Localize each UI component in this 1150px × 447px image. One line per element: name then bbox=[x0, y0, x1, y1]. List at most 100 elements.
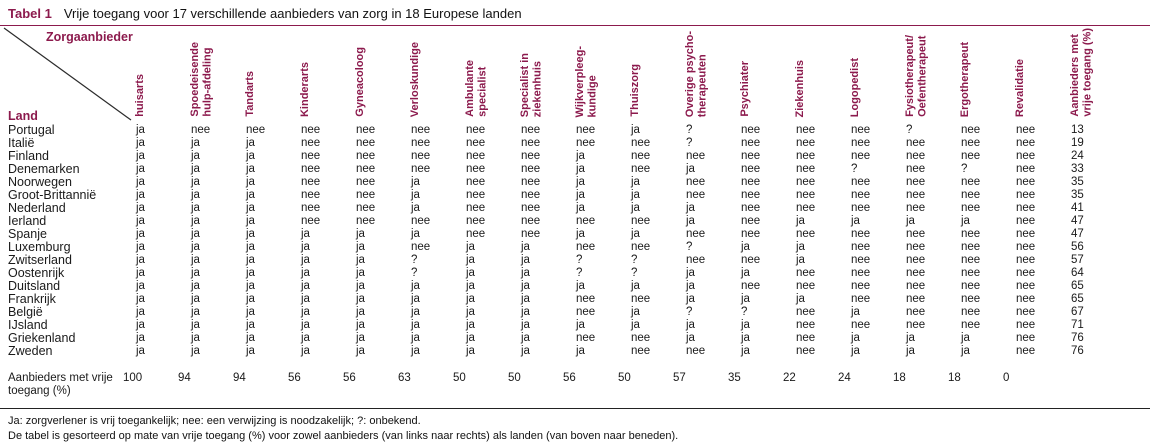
access-cell: nee bbox=[631, 215, 651, 227]
access-cell: ja bbox=[246, 176, 255, 188]
access-cell: nee bbox=[466, 202, 486, 214]
summary-cell: 22 bbox=[783, 372, 847, 398]
access-cell: ja bbox=[576, 345, 585, 357]
access-cell: ja bbox=[521, 280, 530, 292]
access-cell: nee bbox=[1016, 150, 1036, 162]
access-cell: nee bbox=[1016, 332, 1036, 344]
access-cell: ja bbox=[521, 306, 530, 318]
access-cell: ja bbox=[466, 345, 475, 357]
col-header-11: Overige psycho- therapeuten bbox=[682, 26, 737, 124]
diagonal-line-icon bbox=[3, 27, 132, 121]
country-name: Noorwegen bbox=[8, 175, 72, 189]
access-cell: ja bbox=[686, 293, 695, 305]
pct-cell: 65 bbox=[1071, 280, 1084, 292]
access-cell: nee bbox=[741, 150, 761, 162]
col-header-label: Aanbieders met vrije toegang (%) bbox=[1069, 28, 1094, 117]
access-cell: ja bbox=[136, 254, 145, 266]
access-cell: nee bbox=[466, 150, 486, 162]
col-header-label: Ambulante specialist bbox=[464, 60, 489, 117]
pct-cell: 65 bbox=[1071, 293, 1084, 305]
access-cell: ja bbox=[411, 306, 420, 318]
col-header-14: Logopedist bbox=[847, 26, 902, 124]
country-name: Zwitserland bbox=[8, 253, 72, 267]
col-header-7: Ambulante specialist bbox=[462, 26, 517, 124]
access-cell: nee bbox=[796, 345, 816, 357]
access-cell: nee bbox=[686, 254, 706, 266]
access-cell: ja bbox=[246, 189, 255, 201]
col-header-16: Ergotherapeut bbox=[957, 26, 1012, 124]
summary-row: Aanbieders met vrije toegang (%) 100 94 94 5… bbox=[0, 372, 1150, 398]
table-row: Finland ja ja ja nee nee nee nee nee ja nee nee nee n… bbox=[0, 150, 1150, 163]
summary-value: 50 bbox=[618, 372, 631, 384]
access-cell: ja bbox=[686, 332, 695, 344]
summary-pct-cell bbox=[1067, 372, 1150, 398]
access-cell: ? bbox=[631, 254, 638, 266]
access-cell: ja bbox=[466, 267, 475, 279]
access-cell: nee bbox=[961, 150, 981, 162]
access-cell: nee bbox=[796, 319, 816, 331]
access-cell: ja bbox=[191, 241, 200, 253]
access-cell: nee bbox=[466, 215, 486, 227]
access-cell: ja bbox=[466, 241, 475, 253]
col-header-10: Thuiszorg bbox=[627, 26, 682, 124]
country-name: Portugal bbox=[8, 123, 55, 137]
pct-cell: 76 bbox=[1071, 345, 1084, 357]
access-cell: ja bbox=[246, 319, 255, 331]
access-cell: nee bbox=[851, 254, 871, 266]
access-cell: nee bbox=[411, 215, 431, 227]
access-cell: ja bbox=[191, 267, 200, 279]
access-cell: nee bbox=[576, 332, 596, 344]
access-cell: nee bbox=[741, 163, 761, 175]
access-cell: ja bbox=[301, 254, 310, 266]
access-cell: nee bbox=[246, 124, 266, 136]
access-cell: nee bbox=[686, 228, 706, 240]
table-row: Griekenland ja ja ja ja ja ja ja ja nee nee ja ja nee… bbox=[0, 332, 1150, 345]
col-header-label: Ergotherapeut bbox=[959, 41, 971, 117]
access-cell: ja bbox=[191, 280, 200, 292]
table-row: Ierland ja ja ja nee nee nee nee nee nee nee ja nee j… bbox=[0, 215, 1150, 228]
country-name: Oostenrijk bbox=[8, 266, 65, 280]
access-cell: ja bbox=[576, 163, 585, 175]
summary-cell: 24 bbox=[838, 372, 902, 398]
table-row: België ja ja ja ja ja ja ja ja nee ja?? nee ja nee nee… bbox=[0, 306, 1150, 319]
access-cell: ja bbox=[136, 280, 145, 292]
summary-value: 22 bbox=[783, 372, 796, 384]
pct-cell: 76 bbox=[1071, 332, 1084, 344]
access-cell: nee bbox=[741, 202, 761, 214]
access-cell: nee bbox=[906, 163, 926, 175]
access-cell: nee bbox=[851, 137, 871, 149]
access-cell: ja bbox=[356, 345, 365, 357]
summary-cell: 50 bbox=[453, 372, 517, 398]
access-cell: ja bbox=[136, 189, 145, 201]
access-cell: nee bbox=[301, 202, 321, 214]
access-cell: nee bbox=[686, 150, 706, 162]
summary-cell: 63 bbox=[398, 372, 462, 398]
table-caption: Tabel 1 Vrije toegang voor 17 verschille… bbox=[0, 3, 1150, 26]
access-cell: nee bbox=[356, 124, 376, 136]
access-cell: nee bbox=[1016, 280, 1036, 292]
access-cell: ja bbox=[741, 267, 750, 279]
access-cell: nee bbox=[796, 176, 816, 188]
summary-value: 24 bbox=[838, 372, 851, 384]
pct-cell: 33 bbox=[1071, 163, 1084, 175]
access-cell: nee bbox=[631, 332, 651, 344]
access-cell: ja bbox=[246, 280, 255, 292]
table-row: Oostenrijk ja ja ja ja ja? ja ja?? ja ja nee nee nee… bbox=[0, 267, 1150, 280]
country-name: IJsland bbox=[8, 318, 48, 332]
access-cell: nee bbox=[686, 189, 706, 201]
country-name: Groot-Brittannië bbox=[8, 188, 97, 202]
pct-cell: 47 bbox=[1071, 215, 1084, 227]
access-cell: ja bbox=[686, 267, 695, 279]
table-number: Tabel 1 bbox=[8, 6, 52, 21]
access-cell: ja bbox=[191, 215, 200, 227]
col-header-15: Fysiotherapeut/ Oefentherapeut bbox=[902, 26, 957, 124]
access-cell: nee bbox=[741, 215, 761, 227]
access-cell: nee bbox=[961, 280, 981, 292]
summary-value: 63 bbox=[398, 372, 411, 384]
access-cell: ja bbox=[521, 293, 530, 305]
access-cell: ja bbox=[631, 306, 640, 318]
access-cell: nee bbox=[356, 189, 376, 201]
access-cell: ja bbox=[741, 345, 750, 357]
access-cell: nee bbox=[906, 293, 926, 305]
access-cell: ja bbox=[136, 163, 145, 175]
